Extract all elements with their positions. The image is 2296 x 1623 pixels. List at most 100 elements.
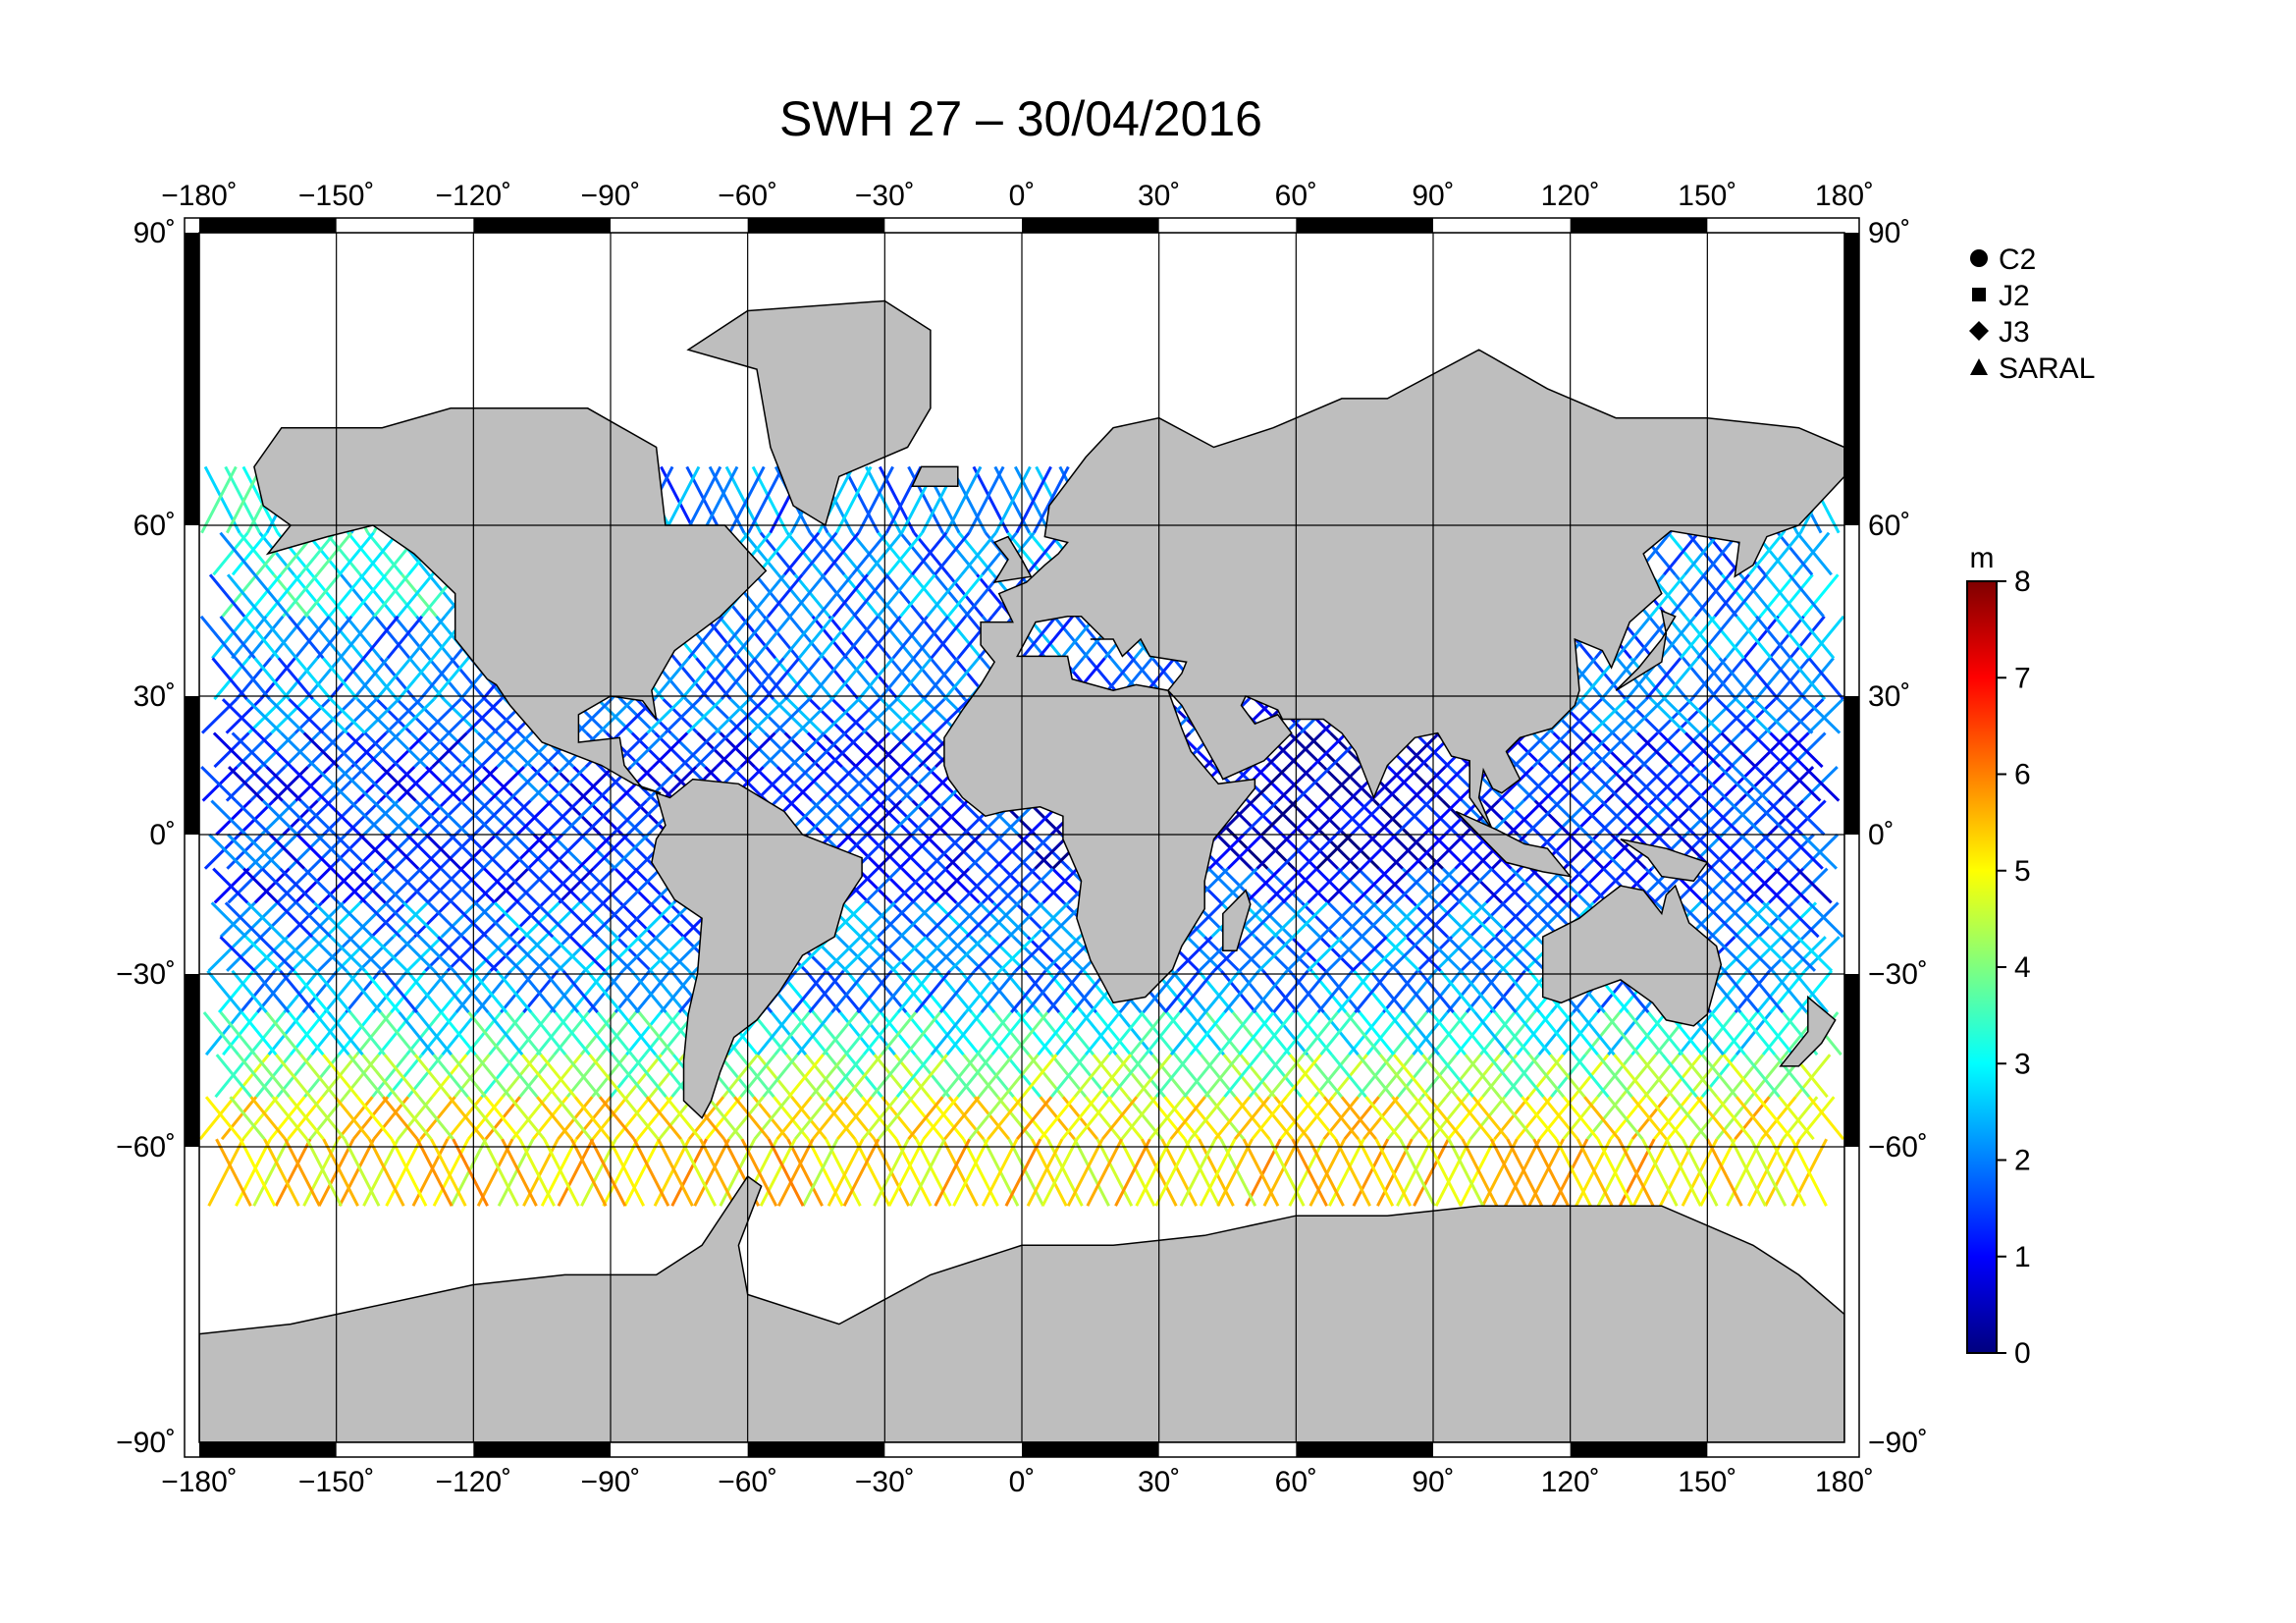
track-segment [1095,1138,1134,1207]
track-segment [899,573,936,618]
track-segment [776,1138,815,1207]
track-segment [314,969,352,1014]
track-segment [1666,1096,1704,1141]
track-segment [1699,698,1736,734]
track-segment [1446,936,1483,972]
track-segment [248,1011,286,1056]
track-segment [1460,936,1497,972]
track-segment [1720,698,1757,734]
track-segment [973,936,1010,972]
track-segment [1727,799,1764,837]
track-segment [288,698,325,734]
track-segment [393,867,430,904]
track-segment [1464,1054,1501,1099]
track-segment [859,1011,896,1056]
frame-bar-left [185,233,199,525]
track-segment [1752,799,1789,837]
track-segment [1749,1138,1788,1207]
track-segment [547,867,584,904]
legend-label: SARAL [1999,352,2095,385]
track-segment [342,867,379,904]
track-segment [1242,799,1279,837]
track-segment [767,573,804,618]
track-segment [659,969,697,1014]
track-segment [842,731,880,769]
track-segment [1322,1011,1360,1056]
track-segment [870,1054,908,1099]
track-segment [1708,615,1745,660]
lon-tick-label-bottom: 0˚ [1009,1466,1036,1498]
track-segment [393,615,431,660]
track-segment [418,936,455,972]
track-segment [1681,1138,1719,1207]
track-segment [926,573,963,618]
track-segment [637,1011,675,1056]
track-segment [252,1138,290,1207]
track-segment [381,573,418,618]
track-segment [1411,1096,1448,1141]
track-segment [1542,765,1579,802]
track-segment [1665,731,1702,769]
track-segment [996,1096,1034,1141]
track-segment [1493,1011,1531,1056]
track-segment [258,936,295,972]
track-segment [575,698,613,734]
track-segment [345,799,382,837]
track-segment [260,615,298,660]
landmass-new-guinea [1620,838,1709,883]
track-segment [1109,1054,1148,1099]
frame-bar-top [747,218,885,233]
track-segment [1004,1138,1042,1207]
track-segment [1639,731,1677,769]
track-segment [1486,1054,1523,1099]
lat-tick-label-right: 0˚ [1868,819,1895,851]
track-segment [1776,531,1814,576]
track-segment [578,867,615,904]
track-segment [589,1138,627,1207]
track-segment [943,1096,981,1141]
track-segment [398,765,435,802]
track-segment [520,1054,559,1099]
track-segment [338,1138,376,1207]
track-segment [1285,1054,1322,1099]
track-segment [946,573,984,618]
track-segment [241,901,279,939]
diamond-marker-icon [1969,321,1989,341]
track-segment [1382,969,1419,1014]
track-segment [880,698,917,734]
track-segment [845,657,882,701]
track-segment [978,1054,1015,1099]
track-segment [875,799,912,837]
track-segment [1798,1096,1836,1141]
track-segment [346,731,383,769]
track-segment [345,969,383,1014]
track-segment [327,1011,364,1056]
track-segment [379,1011,416,1056]
track-segment [1733,833,1770,870]
track-segment [1709,901,1746,939]
track-segment [808,698,845,734]
track-segment [1498,1011,1536,1056]
track-segment [1748,867,1786,904]
track-segment [787,799,825,837]
lon-tick-label-bottom: −90˚ [581,1466,641,1498]
track-segment [880,1011,918,1056]
track-segment [648,901,685,939]
track-segment [1176,936,1213,972]
track-segment [1037,615,1074,660]
track-segment [1316,969,1354,1014]
track-segment [573,1096,611,1141]
track-segment [830,799,868,837]
track-segment [1238,1011,1275,1056]
track-segment [1683,531,1721,576]
track-segment [448,698,485,734]
track-segment [1794,1054,1832,1099]
track-segment [938,1054,977,1099]
track-segment [1350,799,1387,837]
track-segment [1447,1138,1485,1207]
track-segment [288,833,325,870]
track-segment [1787,833,1824,870]
track-segment [1357,1054,1394,1099]
track-segment [895,1054,933,1099]
track-segment [952,1138,989,1207]
